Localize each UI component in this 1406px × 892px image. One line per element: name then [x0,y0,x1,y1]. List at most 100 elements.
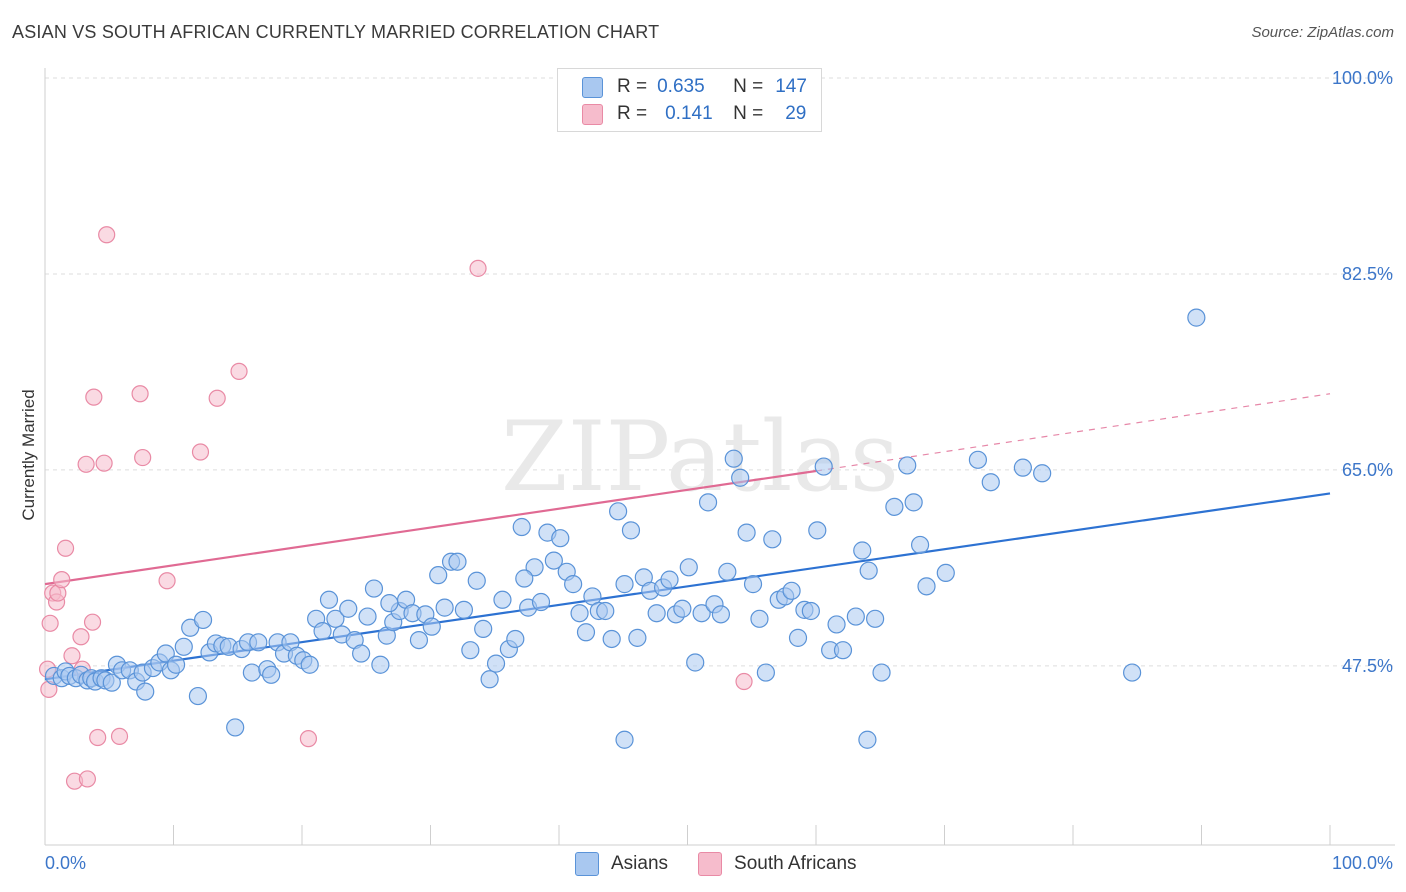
asian-point [156,644,175,663]
asian-point [827,615,846,634]
south-african-point [77,455,95,473]
south-africans-swatch [698,852,723,876]
asian-point [525,558,544,577]
south-african-point [95,454,113,472]
asian-point [242,663,261,682]
asian-point [429,566,448,585]
asian-point [570,604,589,623]
asian-point [602,629,621,649]
asian-point [756,663,775,682]
legend-item-south-africans[interactable]: South Africans [698,852,857,876]
asian-point [628,628,647,647]
correlation-legend: R = 0.635 N = 147 R = 0.141 N = 29 [557,68,822,132]
asians-swatch [575,852,599,876]
y-tick-label: 100.0% [1332,68,1393,88]
asian-point [448,552,467,571]
asian-point [692,604,711,623]
asian-point [750,609,769,628]
asian-point [1013,458,1032,477]
south-african-point [89,728,107,747]
n-value: 147 [775,76,807,97]
asian-point [249,633,268,652]
asian-point [833,641,853,660]
asian-point [506,629,525,649]
chart-title: ASIAN VS SOUTH AFRICAN CURRENTLY MARRIED… [12,22,660,42]
asian-point [609,502,628,521]
asian-point [731,468,750,487]
asian-point [1033,464,1052,483]
asian-point [262,665,281,684]
south-african-point [110,727,129,745]
asian-point [673,599,692,618]
asian-point [467,571,486,590]
n-value: 29 [785,103,807,124]
asian-point [917,577,936,596]
asian-point [660,570,679,589]
asian-point [1187,308,1206,327]
asian-point [551,529,570,548]
asian-point [885,497,904,516]
asian-point [904,493,923,512]
asian-point [866,609,885,628]
asian-point [193,610,213,630]
asian-point [743,575,763,594]
asian-point [718,562,737,581]
r-label: R = [617,103,648,124]
asian-point [422,617,441,636]
asian-point [737,523,756,542]
asian-point [968,450,988,469]
south-african-point [63,647,81,665]
asian-point [380,594,399,613]
asian-point [763,530,782,549]
asian-point [454,600,474,619]
south-african-point [72,628,90,646]
south-africans-trend-extension [815,393,1331,472]
south-african-point [131,385,149,403]
south-african-point [83,613,102,631]
asian-point [679,558,698,577]
south-african-point [41,614,59,632]
south-african-point [191,443,210,461]
legend-label-south-africans: South Africans [734,853,857,874]
asian-point [486,654,506,673]
asian-point [319,590,339,609]
asian-point [596,601,615,621]
x-tick-label: 0.0% [45,853,86,873]
asian-point [711,605,731,624]
asian-point [788,628,808,647]
series-legend: Asians South Africans [575,852,887,876]
r-value: 0.141 [665,103,713,124]
r-label: R = [617,76,648,97]
legend-item-asians[interactable]: Asians [575,852,668,876]
asian-point [782,581,801,600]
asian-point [1123,663,1142,682]
tick-labels: 47.5% 65.0% 82.5% 100.0% 0.0% 100.0% [45,68,1393,873]
asian-point [910,535,930,555]
south-african-point [230,362,248,380]
asian-point [166,655,186,674]
south-africans-trend-line [44,469,817,586]
asian-point [936,563,955,583]
asian-point [859,561,878,580]
asian-point [371,655,390,674]
asian-point [846,607,865,626]
axes [44,68,1395,846]
asian-point [461,641,480,660]
asian-point [313,622,332,641]
asian-point [615,730,634,749]
legend-row-asians: R = 0.635 N = 147 [582,75,807,99]
south-african-point [85,388,103,406]
legend-label-asians: Asians [611,853,669,874]
south-african-point [469,259,487,277]
asian-point [435,598,454,617]
asian-point [544,551,563,570]
asian-point [188,686,208,706]
n-label: N = [733,76,764,97]
asian-point [853,541,872,560]
south-african-point [158,572,176,590]
y-tick-label: 47.5% [1342,656,1393,676]
asian-point [814,457,833,476]
south-african-point [98,226,116,244]
asian-point [801,601,820,621]
